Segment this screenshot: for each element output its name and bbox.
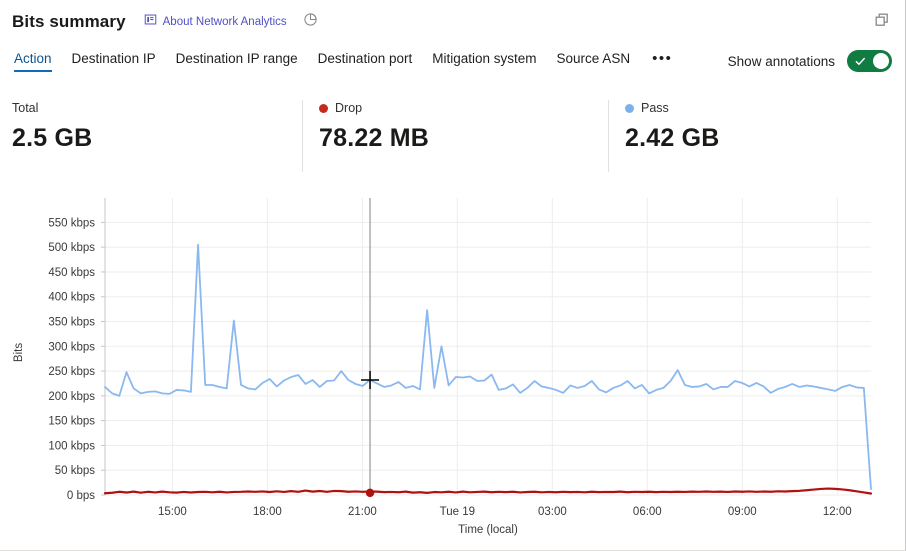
highlighted-data-point (365, 488, 375, 498)
stat-pass-head: Pass (625, 98, 906, 118)
expand-window-icon (874, 12, 890, 33)
tab-overflow-ellipsis-icon[interactable]: ••• (652, 50, 673, 67)
stat-pass-label: Pass (641, 101, 669, 115)
stat-drop: Drop 78.22 MB (302, 98, 608, 176)
book-icon (144, 13, 157, 31)
about-link-label: About Network Analytics (162, 16, 287, 28)
panel-header: Bits summary About Network Analytics (0, 0, 906, 44)
y-tick-label: 300 kbps (48, 341, 95, 353)
x-tick-label: 06:00 (633, 506, 662, 518)
expand-window-button[interactable] (870, 10, 894, 34)
summary-stats: Total 2.5 GB Drop 78.22 MB Pass 2.42 GB (0, 98, 906, 176)
stat-pass: Pass 2.42 GB (608, 98, 906, 176)
tab-label: Destination port (317, 51, 413, 66)
bits-time-series-chart[interactable]: 0 bps 50 kbps 100 kbps 150 kbps 200 kbps 250 … (0, 186, 906, 551)
tab-label: Destination IP (71, 51, 156, 66)
stat-drop-label: Drop (335, 101, 363, 115)
show-annotations-control: Show annotations (728, 50, 892, 72)
y-tick-label: 400 kbps (48, 292, 95, 304)
page-title: Bits summary (12, 12, 126, 31)
tabs-row: Action Destination IP Destination IP ran… (0, 48, 906, 84)
y-axis-title: Bits (13, 343, 25, 362)
toggle-knob (873, 53, 889, 69)
tab-destination-ip-range[interactable]: Destination IP range (166, 48, 308, 75)
crosshair-cursor (361, 371, 380, 390)
stat-pass-value: 2.42 GB (625, 124, 720, 152)
x-tick-label: 18:00 (253, 506, 282, 518)
x-tick-label: 15:00 (158, 506, 187, 518)
stat-drop-head: Drop (319, 98, 608, 118)
tab-mitigation-system[interactable]: Mitigation system (422, 48, 546, 75)
pie-chart-icon[interactable] (303, 12, 318, 32)
y-tick-label: 50 kbps (55, 465, 96, 477)
y-tick-label: 0 bps (67, 490, 95, 502)
y-tick-label: 500 kbps (48, 242, 95, 254)
stat-total-head: Total (12, 98, 302, 118)
series-line-pass (104, 243, 872, 490)
stat-total-label: Total (12, 101, 39, 115)
y-tick-label: 350 kbps (48, 317, 95, 329)
tab-action[interactable]: Action (12, 48, 62, 75)
y-tick-label: 100 kbps (48, 440, 95, 452)
stat-drop-value: 78.22 MB (319, 124, 429, 152)
y-tick-label: 450 kbps (48, 267, 95, 279)
stat-total: Total 2.5 GB (0, 98, 302, 176)
drop-legend-dot (319, 103, 328, 113)
check-icon (855, 54, 866, 72)
pass-legend-dot (625, 103, 634, 113)
chart-svg: 0 bps 50 kbps 100 kbps 150 kbps 200 kbps 250 … (13, 198, 873, 536)
tab-label: Action (14, 51, 52, 66)
x-tick-label: 21:00 (348, 506, 377, 518)
tab-label: Source ASN (556, 51, 631, 66)
tab-destination-port[interactable]: Destination port (308, 48, 423, 75)
x-tick-label: Tue 19 (440, 506, 475, 518)
show-annotations-label: Show annotations (727, 53, 835, 69)
y-tick-label: 150 kbps (48, 416, 95, 428)
show-annotations-toggle[interactable] (847, 50, 892, 72)
x-tick-label: 03:00 (538, 506, 567, 518)
series-line-drop (103, 487, 873, 495)
tab-label: Mitigation system (432, 51, 537, 66)
tab-label: Destination IP range (175, 51, 298, 66)
x-tick-label: 09:00 (728, 506, 757, 518)
tab-source-asn[interactable]: Source ASN (547, 48, 641, 75)
x-tick-label: 12:00 (823, 506, 852, 518)
x-axis-title: Time (local) (458, 524, 518, 536)
y-tick-label: 550 kbps (48, 217, 95, 229)
y-tick-label: 200 kbps (48, 391, 95, 403)
tab-destination-ip[interactable]: Destination IP (62, 48, 166, 75)
about-network-analytics-link[interactable]: About Network Analytics (144, 13, 287, 31)
stat-total-value: 2.5 GB (12, 124, 93, 152)
y-tick-label: 250 kbps (48, 366, 95, 378)
tab-list: Action Destination IP Destination IP ran… (12, 48, 680, 76)
